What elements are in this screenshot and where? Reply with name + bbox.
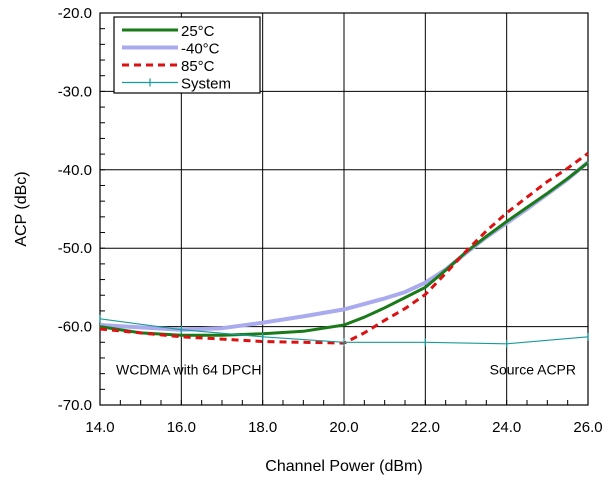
y-tick-label: -40.0 bbox=[58, 162, 92, 179]
series-line-0 bbox=[99, 161, 589, 337]
series-lines bbox=[99, 152, 590, 348]
x-tick-label: 18.0 bbox=[248, 419, 277, 436]
y-tick-label: -50.0 bbox=[58, 240, 92, 257]
plot-frame bbox=[99, 12, 589, 406]
annotation-wcdma: WCDMA with 64 DPCH bbox=[116, 361, 261, 377]
x-tick-label: 14.0 bbox=[85, 419, 114, 436]
y-axis-label: ACP (dBc) bbox=[13, 171, 30, 246]
annotation-source-acpr: Source ACPR bbox=[490, 361, 576, 377]
x-tick-label: 22.0 bbox=[411, 419, 440, 436]
y-tick-label: -30.0 bbox=[58, 83, 92, 100]
legend-label: 85°C bbox=[181, 58, 215, 75]
series-line-2 bbox=[99, 152, 589, 345]
legend-label: System bbox=[181, 76, 231, 93]
x-tick-label: 20.0 bbox=[329, 419, 358, 436]
legend-label: -40°C bbox=[181, 41, 220, 58]
y-tick-label: -60.0 bbox=[58, 319, 92, 336]
x-axis-label: Channel Power (dBm) bbox=[265, 458, 422, 475]
x-tick-label: 16.0 bbox=[167, 419, 196, 436]
x-tick-label: 26.0 bbox=[573, 419, 602, 436]
legend-label: 25°C bbox=[181, 23, 215, 40]
x-tick-label: 24.0 bbox=[492, 419, 521, 436]
x-tick-labels: 14.0 16.0 18.0 20.0 22.0 24.0 26.0 bbox=[85, 419, 602, 436]
y-tick-label: -70.0 bbox=[58, 397, 92, 414]
y-tick-label: -20.0 bbox=[58, 5, 92, 22]
y-tick-labels: -70.0 -60.0 -50.0 -40.0 -30.0 -20.0 bbox=[58, 5, 92, 414]
